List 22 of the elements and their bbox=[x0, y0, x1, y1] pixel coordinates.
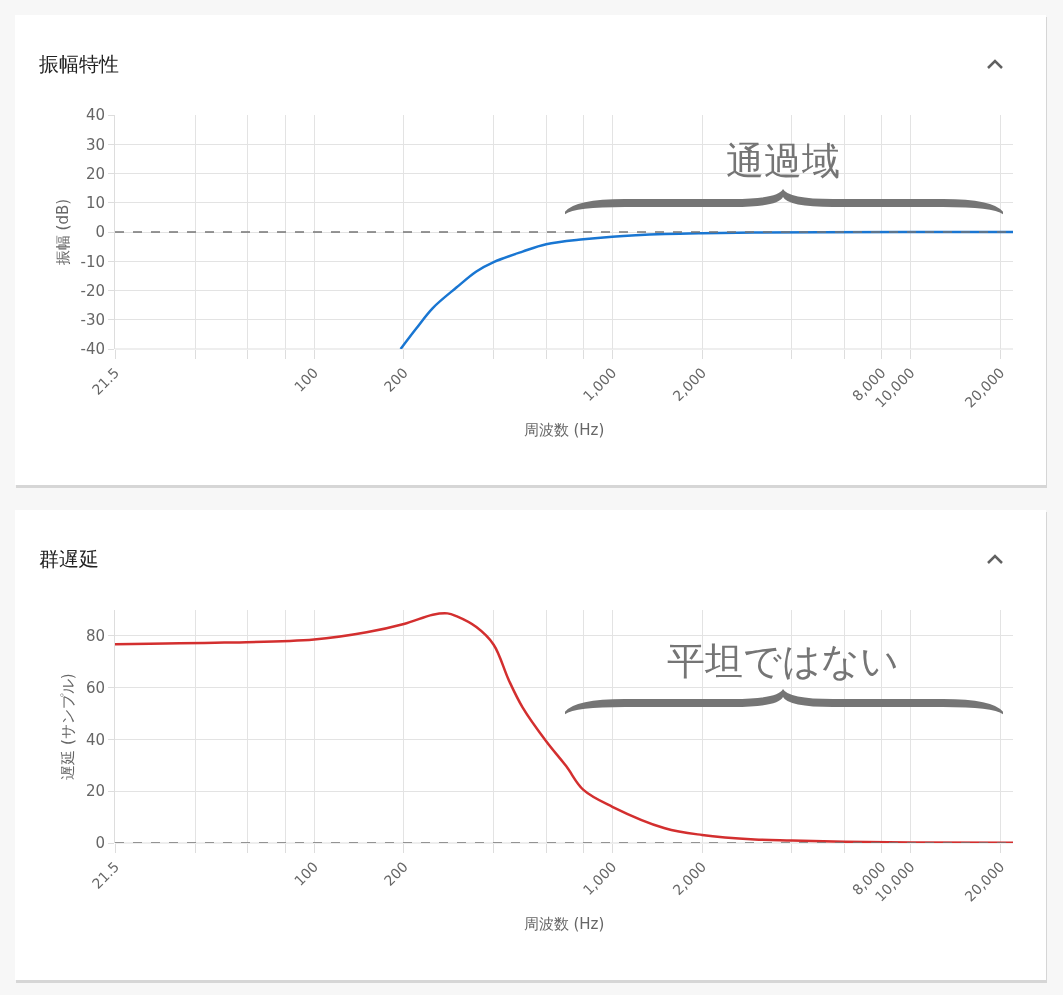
y-tick-label: 20 bbox=[85, 164, 105, 183]
y-tick-label: -20 bbox=[80, 281, 105, 300]
x-axis-title: 周波数 (Hz) bbox=[523, 420, 605, 439]
y-axis-title: 振幅 (dB) bbox=[53, 198, 72, 266]
chart-title: 群遅延 bbox=[39, 547, 99, 571]
x-axis-title: 周波数 (Hz) bbox=[523, 914, 605, 933]
y-tick-label: 40 bbox=[85, 106, 105, 125]
y-tick-label: -30 bbox=[80, 311, 105, 329]
y-tick-label: 40 bbox=[85, 730, 105, 749]
y-tick-label: 80 bbox=[85, 627, 105, 646]
y-tick-label: -10 bbox=[80, 252, 105, 271]
y-tick-label: 60 bbox=[85, 678, 105, 697]
y-tick-label: -40 bbox=[80, 340, 105, 359]
annotation: 平坦ではない bbox=[667, 639, 899, 683]
y-tick-label: 0 bbox=[95, 223, 105, 242]
y-axis-title: 遅延 (サンプル) bbox=[59, 673, 78, 780]
y-tick-label: 30 bbox=[85, 135, 105, 154]
y-tick-label: 10 bbox=[85, 194, 105, 212]
y-tick-label: 0 bbox=[95, 834, 105, 853]
annotation: 通過域 bbox=[726, 139, 840, 183]
y-tick-label: 20 bbox=[85, 782, 105, 801]
chart-title: 振幅特性 bbox=[39, 52, 119, 76]
